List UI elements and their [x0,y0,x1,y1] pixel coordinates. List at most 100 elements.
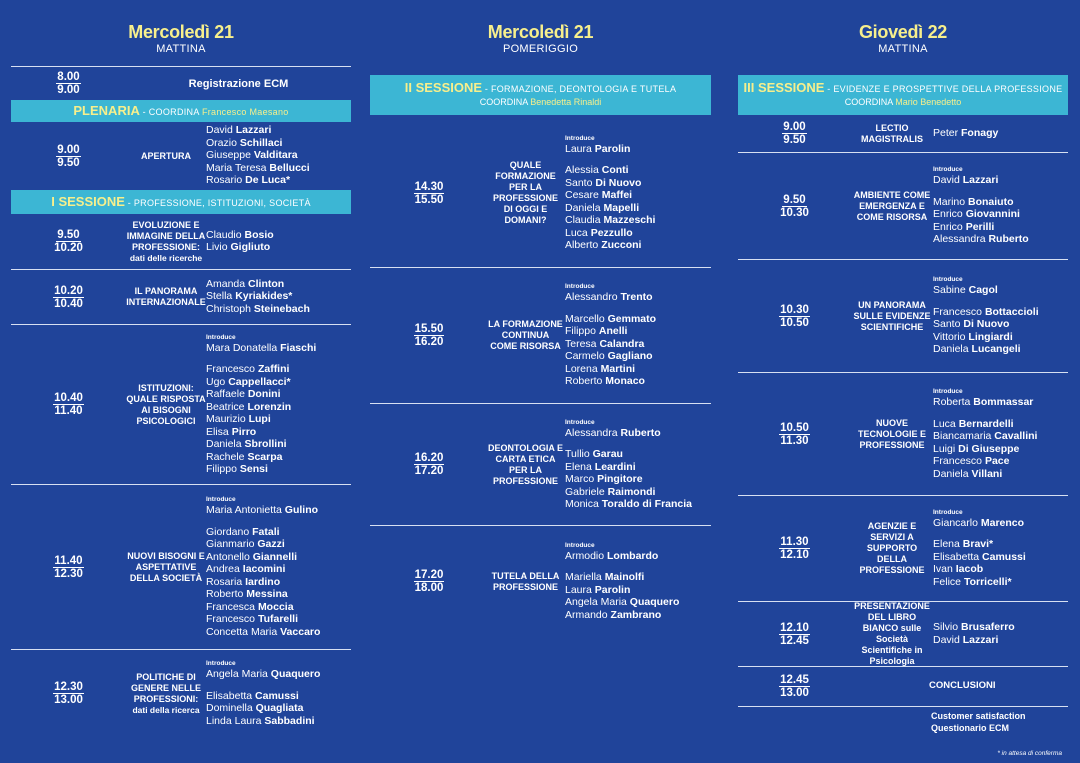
speaker-name: Laura Parolin [565,142,631,155]
speaker-name: Vittorio Lingiardi [933,330,1013,343]
speaker-name: Roberto Monaco [565,375,645,388]
column-wednesday-morning: Mercoledì 21 MATTINA 8.00 9.00 Registrazi… [11,0,351,763]
speaker-name: Dominella Quagliata [206,702,304,714]
introduce-label: Introduce [565,418,595,426]
schedule-row-agenzie: 11.30 12.10 AGENZIE E SERVIZI A SUPPORTO … [738,495,1068,601]
introduce-label: Introduce [206,496,236,503]
footnote: * in attesa di conferma [997,750,1062,757]
speaker-name: Giancarlo Marenco [933,516,1025,529]
day-title: Mercoledì 21 [128,22,234,42]
speaker-name: Daniela Lucangeli [933,343,1021,356]
schedule-row-lectio: 9.00 9.50 LECTIO MAGISTRALIS Peter Fonagy [738,115,1068,152]
speaker-name: Tullio Garau [565,448,623,460]
schedule-row-apertura: 9.00 9.50 APERTURA David Lazzari Orazio Sc… [11,122,351,190]
speaker-name: Marino Bonaiuto [933,195,1014,208]
schedule-row-tecnologie: 10.50 11.30 NUOVE TECNOLOGIE E PROFESSION… [738,372,1068,495]
session-3-banner: III SESSIONE - EVIDENZE E PROSPETTIVE DE… [738,75,1068,115]
speaker-name: Francesco Zaffini [206,363,290,375]
speaker-name: Linda Laura Sabbadini [206,714,315,727]
speaker-name: Elena Bravi* [933,538,994,551]
speaker-name: Peter Fonagy [933,126,999,139]
speaker-name: Marco Pingitore [565,473,643,485]
introduce-label: Introduce [206,333,236,341]
speaker-name: Raffaele Donini [206,388,281,400]
speaker-name: Alberto Zucconi [565,239,642,251]
speaker-name: Maria Antonietta Gulino [206,504,319,516]
speaker-name: Carmelo Gagliano [565,350,653,363]
speaker-name: Laura Parolin [565,583,631,596]
speaker-name: Silvio Brusaferro [933,621,1015,633]
speaker-name: Francesco Pace [933,455,1010,467]
speaker-name: Elisabetta Camussi [206,689,299,702]
speaker-name: Mariella Mainolfi [565,571,645,584]
speaker-name: Francesca Moccia [206,600,294,613]
column-thursday-morning: Giovedì 22 MATTINA III SESSIONE - EVIDEN… [738,0,1068,763]
speaker-name: Francesco Tufarelli [206,613,298,625]
registration-label: Registrazione ECM [188,77,289,90]
speaker-name: Alessandro Trento [565,291,653,304]
introduce-label: Introduce [565,283,595,291]
speaker-name: Ugo Cappellacci* [206,375,291,388]
speaker-name: Filippo Anelli [565,325,628,338]
speaker-name: Armando Zambrano [565,608,662,621]
speaker-name: Claudia Mazzeschi [565,214,656,226]
schedule-row-registrazione: 8.00 9.00 Registrazione ECM [11,66,351,100]
introduce-label: Introduce [565,134,595,142]
speaker-name: Claudio Bosio [206,228,274,241]
speaker-name: Monica Toraldo di Francia [565,498,692,510]
speaker-name: Gianmario Gazzi [206,538,285,550]
speaker-name: Roberta Bommassar [933,396,1034,408]
speaker-name: David Lazzari [206,124,272,137]
speaker-name: Antonello Giannelli [206,550,298,563]
speaker-name: Giordano Fatali [206,525,280,538]
speaker-name: Santo Di Nuovo [933,318,1010,331]
speaker-name: Francesco Bottaccioli [933,305,1039,318]
speaker-name: Luigi Di Giuseppe [933,442,1020,455]
schedule-row-evoluzione: 9.50 10.20 EVOLUZIONE E IMMAGINE DELLA PR… [11,214,351,269]
speaker-name: Amanda Clinton [206,277,285,290]
introduce-label: Introduce [933,508,963,516]
plenaria-banner: PLENARIA - COORDINA Francesco Maesano [11,100,351,122]
speaker-name: Giuseppe Valditara [206,149,298,162]
speaker-name: Orazio Schillaci [206,136,283,149]
speaker-name: Gabriele Raimondi [565,485,656,498]
speaker-name: Luca Bernardelli [933,417,1014,430]
speaker-name: Stella Kyriakides* [206,290,293,303]
day-part: MATTINA [156,43,206,55]
speaker-name: Angela Maria Quaquero [565,596,680,609]
schedule-row-libro-bianco: 12.10 12.45 PRESENTAZIONE DEL LIBRO BIANC… [738,601,1068,666]
speaker-name: Daniela Mapelli [565,201,640,214]
speaker-name: Daniela Sbrollini [206,438,287,450]
column-wednesday-afternoon: Mercoledì 21 POMERIGGIO II SESSIONE - FO… [370,0,711,763]
schedule-row-formazione-continua: 15.50 16.20 LA FORMAZIONE CONTINUA COME R… [370,267,711,403]
speaker-name: Elisa Pirro [206,425,257,438]
session-2-banner: II SESSIONE - FORMAZIONE, DEONTOLOGIA E … [370,75,711,115]
session-1-banner: I SESSIONE - PROFESSIONE, ISTITUZIONI, S… [11,190,351,214]
speaker-name: Alessandra Ruberto [933,233,1029,246]
speaker-name: Sabine Cagol [933,284,998,297]
speaker-name: Maurizio Lupi [206,413,271,425]
schedule-row-evidenze: 10.30 10.50 UN PANORAMA SULLE EVIDENZE SC… [738,259,1068,372]
speaker-name: Elisabetta Camussi [933,550,1026,563]
schedule-row-deontologia: 16.20 17.20 DEONTOLOGIA E CARTA ETICA PER… [370,403,711,525]
speaker-name: Felice Torricelli* [933,575,1012,588]
schedule-row-panorama: 10.20 10.40 IL PANORAMA INTERNAZIONALE Am… [11,269,351,324]
speaker-name: Rosario De Luca* [206,174,291,187]
speaker-name: Biancamaria Cavallini [933,430,1038,442]
schedule-row-istituzioni: 10.40 11.40 ISTITUZIONI: QUALE RISPOSTA A… [11,324,351,484]
speaker-name: Angela Maria Quaquero [206,668,321,680]
speaker-name: Mara Donatella Fiaschi [206,341,317,354]
schedule-row-quale-formazione: 14.30 15.50 QUALE FORMAZIONE PER LA PROFE… [370,115,711,267]
speaker-name: Daniela Villani [933,467,1003,480]
day-header: Mercoledì 21 POMERIGGIO [487,22,594,55]
day-header: Giovedì 22 MATTINA [858,22,948,55]
speaker-name: Andrea Iacomini [206,563,286,575]
schedule-row-tutela: 17.20 18.00 TUTELA DELLA PROFESSIONE Intr… [370,525,711,637]
speaker-name: Alessandra Ruberto [565,426,661,439]
speaker-name: Livio Gigliuto [206,241,271,253]
schedule-row-bisogni: 11.40 12.30 NUOVI BISOGNI E ASPETTATIVE D… [11,484,351,649]
speaker-name: Roberto Messina [206,588,288,600]
speaker-name: Concetta Maria Vaccaro [206,625,321,638]
introduce-label: Introduce [933,388,963,395]
speaker-name: Cesare Maffei [565,189,633,201]
